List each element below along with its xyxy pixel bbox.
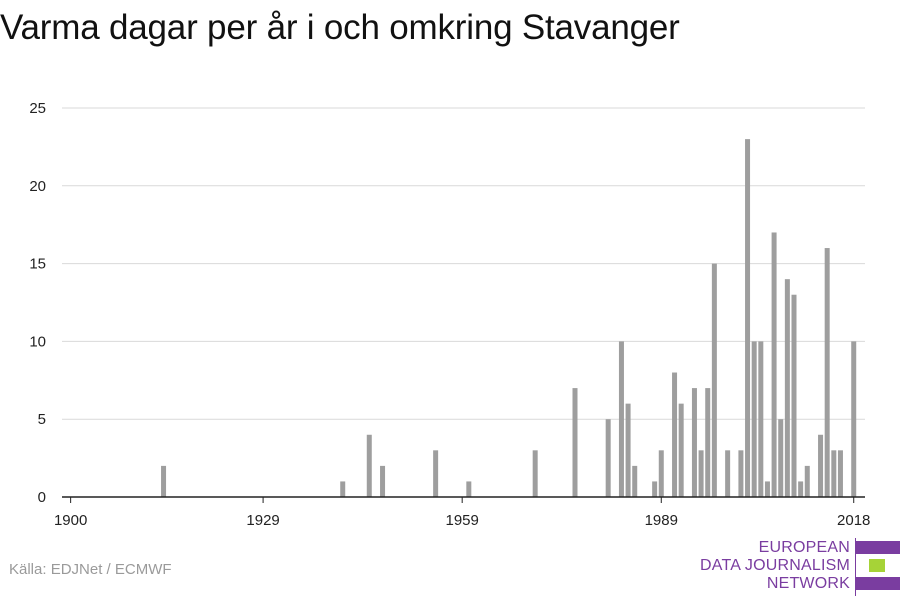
x-axis: 1900 1929 1959 1989 2018 [54, 496, 870, 529]
bar-1955 [433, 450, 439, 497]
bar-2001 [738, 450, 744, 497]
y-tick-label: 15 [29, 256, 46, 273]
y-tick-label: 10 [29, 333, 46, 350]
bar-1992 [678, 403, 684, 497]
bar-2018 [851, 341, 857, 497]
bar-1970 [532, 450, 538, 497]
x-tick-label: 1929 [246, 512, 279, 529]
bar-2008 [784, 279, 790, 497]
bar-1996 [705, 388, 711, 497]
bar-1976 [572, 388, 578, 497]
bar-1960 [466, 481, 472, 497]
bar-1999 [725, 450, 731, 497]
x-tick-label: 1989 [645, 512, 678, 529]
x-tick-label: 1900 [54, 512, 87, 529]
bar-1914 [161, 465, 167, 497]
bar-2011 [804, 465, 810, 497]
bar-2007 [778, 419, 784, 497]
logo-bar-purple-bottom [856, 577, 900, 590]
bar-1981 [605, 419, 611, 497]
bar-2005 [764, 481, 770, 497]
bar-1941 [340, 481, 346, 497]
bar-1991 [672, 372, 678, 497]
bar-1945 [366, 434, 372, 497]
y-tick-label: 20 [29, 178, 46, 195]
source-note: Källa: EDJNet / ECMWF [9, 561, 172, 578]
bar-1994 [691, 388, 697, 497]
bar-1988 [652, 481, 658, 497]
bars [161, 139, 857, 498]
bar-2013 [818, 434, 824, 497]
y-tick-label: 5 [38, 411, 46, 428]
y-axis-ticks: 0 5 10 15 20 25 [29, 100, 46, 506]
bar-1984 [625, 403, 631, 497]
y-tick-label: 0 [38, 489, 46, 506]
logo-bar-green [869, 559, 885, 572]
bar-2003 [751, 341, 757, 497]
bar-1983 [618, 341, 624, 497]
bar-2016 [837, 450, 843, 497]
logo-line-3: NETWORK [766, 575, 850, 592]
bar-chart: 1900 1929 1959 1989 2018 0 5 10 15 20 25 [29, 100, 870, 529]
x-tick-label: 2018 [837, 512, 870, 529]
logo-line-1: EUROPEAN [758, 539, 850, 556]
bar-1989 [658, 450, 664, 497]
logo-line-2: DATA JOURNALISM [700, 557, 850, 574]
bar-1995 [698, 450, 704, 497]
x-tick-label: 1959 [445, 512, 478, 529]
bar-2004 [758, 341, 764, 497]
gridlines [62, 107, 865, 420]
bar-2015 [831, 450, 837, 497]
bar-2009 [791, 294, 797, 497]
edjnet-logo: EUROPEAN DATA JOURNALISM NETWORK [700, 538, 900, 596]
bar-1997 [711, 263, 717, 497]
bar-2010 [798, 481, 804, 497]
logo-bar-purple-top [856, 541, 900, 554]
bar-2002 [745, 139, 751, 497]
chart-title: Varma dagar per år i och omkring Stavang… [0, 8, 680, 47]
bar-1947 [380, 465, 386, 497]
bar-1985 [632, 465, 638, 497]
logo-divider [855, 538, 856, 596]
bar-2014 [824, 248, 830, 497]
bar-2006 [771, 232, 777, 498]
y-tick-label: 25 [29, 100, 46, 117]
